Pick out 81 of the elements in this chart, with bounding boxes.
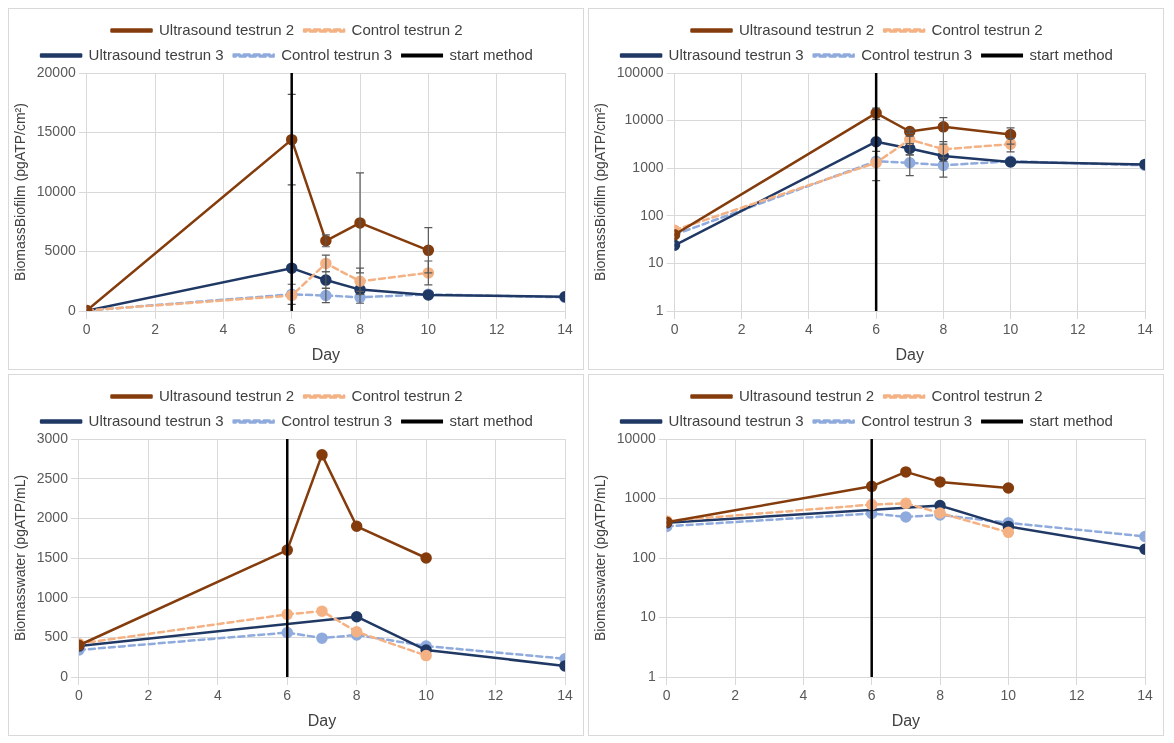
y-tick-label: 1 [655, 301, 664, 318]
legend-label: start method [1029, 411, 1113, 429]
x-tick-label: 4 [805, 321, 814, 338]
x-tick-label: 8 [352, 687, 361, 704]
x-tick-label: 14 [1137, 687, 1153, 704]
legend-label: Control testrun 3 [861, 411, 973, 429]
legend-label: Ultrasound testrun 2 [739, 20, 875, 38]
y-tick-label: 10 [647, 254, 664, 271]
y-tick-label: 0 [60, 667, 69, 684]
x-tick-label: 14 [557, 687, 573, 704]
x-tick-label: 12 [1068, 687, 1085, 704]
x-tick-label: 12 [487, 687, 504, 704]
x-tick-label: 4 [799, 687, 808, 704]
x-tick-label: 14 [1137, 321, 1153, 338]
legend-label: Control testrun 2 [351, 20, 463, 38]
y-tick-label: 1000 [632, 159, 664, 176]
y-tick-label: 500 [44, 628, 69, 645]
legend-label: Ultrasound testrun 3 [668, 45, 804, 63]
y-tick-label: 10000 [616, 429, 656, 446]
legend-label: start method [449, 411, 533, 429]
legend-label: Ultrasound testrun 3 [88, 411, 224, 429]
x-tick-label: 2 [737, 321, 746, 338]
x-tick-label: 14 [557, 321, 573, 338]
x-tick-label: 6 [872, 321, 881, 338]
x-tick-label: 0 [82, 321, 91, 338]
legend-label: Ultrasound testrun 3 [668, 411, 804, 429]
x-tick-label: 12 [1070, 321, 1086, 338]
x-axis-title: Day [895, 345, 924, 363]
x-tick-label: 6 [287, 321, 296, 338]
y-tick-label: 1 [647, 667, 656, 684]
legend-label: Ultrasound testrun 2 [159, 20, 295, 38]
y-tick-label: 3000 [36, 429, 69, 446]
y-axis-title: BiomassBiofilm (pgATP/cm²) [592, 103, 609, 281]
x-tick-label: 10 [1002, 321, 1019, 338]
x-tick-label: 6 [867, 687, 876, 704]
legend-label: Control testrun 2 [931, 386, 1043, 404]
legend-label: Control testrun 2 [351, 386, 463, 404]
y-tick-label: 5000 [44, 242, 76, 259]
x-tick-label: 10 [420, 321, 437, 338]
x-tick-label: 8 [356, 321, 365, 338]
legend-label: Control testrun 3 [861, 45, 973, 63]
y-tick-label: 100000 [616, 63, 664, 80]
legend-label: Control testrun 2 [931, 20, 1043, 38]
y-tick-label: 10 [640, 608, 656, 625]
y-tick-label: 2500 [36, 469, 69, 486]
x-tick-label: 6 [283, 687, 292, 704]
x-tick-label: 2 [731, 687, 740, 704]
legend-label: Control testrun 3 [281, 411, 393, 429]
legend-label: start method [449, 45, 533, 63]
y-tick-label: 1000 [36, 588, 69, 605]
y-tick-label: 15000 [36, 123, 76, 140]
x-axis-title: Day [307, 711, 337, 729]
x-axis-title: Day [891, 711, 921, 729]
y-tick-label: 20000 [36, 63, 76, 80]
y-tick-label: 0 [67, 301, 76, 318]
x-tick-label: 10 [418, 687, 435, 704]
y-axis-title: Biomasswater (pgATP/mL) [12, 474, 29, 642]
x-tick-label: 4 [219, 321, 228, 338]
y-tick-label: 1500 [36, 548, 69, 565]
x-tick-label: 8 [936, 687, 945, 704]
x-tick-label: 10 [1000, 687, 1017, 704]
legend-label: start method [1029, 45, 1113, 63]
legend-label: Ultrasound testrun 2 [739, 386, 875, 404]
x-tick-label: 2 [151, 321, 160, 338]
x-axis-title: Day [311, 345, 341, 363]
y-tick-label: 2000 [36, 509, 69, 526]
x-tick-label: 2 [144, 687, 153, 704]
legend-label: Ultrasound testrun 3 [88, 45, 224, 63]
legend-label: Control testrun 3 [281, 45, 393, 63]
y-tick-label: 100 [632, 548, 656, 565]
y-axis-title: Biomasswater (pgATP/mL) [592, 474, 609, 642]
x-tick-label: 0 [670, 321, 679, 338]
y-tick-label: 10000 [36, 182, 76, 199]
y-tick-label: 100 [640, 206, 664, 223]
y-tick-label: 10000 [624, 111, 664, 128]
x-tick-label: 8 [939, 321, 948, 338]
y-tick-label: 1000 [624, 489, 656, 506]
x-tick-label: 12 [488, 321, 505, 338]
x-tick-label: 4 [213, 687, 222, 704]
y-axis-title: BiomassBiofilm (pgATP/cm²) [12, 103, 29, 281]
legend-label: Ultrasound testrun 2 [159, 386, 295, 404]
